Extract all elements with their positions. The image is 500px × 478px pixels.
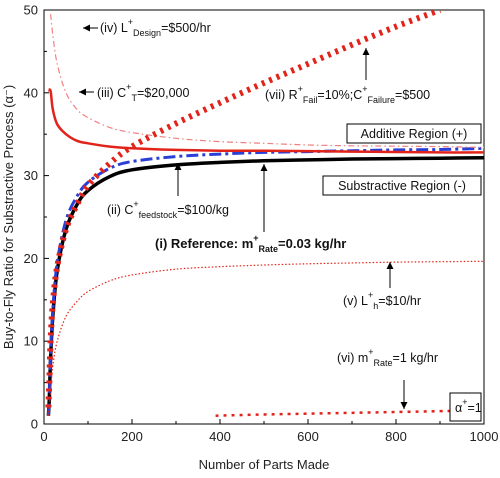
- arrow-i-head: [260, 164, 268, 171]
- subtractive-region-label: Substractive Region (-): [338, 179, 466, 193]
- x-tick-label: 200: [121, 429, 143, 444]
- series-line-vi: [215, 409, 463, 417]
- series-group: [45, 10, 484, 417]
- series-line-i: [46, 156, 484, 416]
- x-tick-label: 1000: [470, 429, 499, 444]
- y-axis-title: Buy-to-Fly Ratio for Substractive Proces…: [1, 85, 16, 349]
- series-line-iii: [47, 88, 484, 154]
- annotations: (iv) L+Design=$500/hr (iii) C+T=$20,000 (v…: [79, 17, 482, 422]
- x-tick-label: 600: [297, 429, 319, 444]
- label-i: (i) Reference: m+Rate=0.03 kg/hr: [155, 233, 346, 254]
- series-line-v: [47, 260, 484, 416]
- y-tick-label: 20: [24, 251, 38, 266]
- label-vii: (vii) R+Fail=10%;C+Failure=$500: [265, 84, 430, 105]
- series-line-vii: [45, 10, 442, 408]
- label-v: (v) L+h=$10/hr: [343, 290, 421, 311]
- arrow-ii-head: [174, 163, 182, 170]
- alpha-box: [449, 392, 482, 422]
- alpha-box-label: α+=1: [455, 397, 482, 415]
- arrow-v-head: [386, 262, 394, 269]
- additive-region-label: Additive Region (+): [361, 127, 468, 141]
- label-iv: (iv) L+Design=$500/hr: [100, 17, 211, 38]
- y-tick-label: 0: [31, 417, 38, 432]
- label-iii: (iii) C+T=$20,000: [97, 82, 189, 103]
- x-tick-label: 0: [40, 429, 47, 444]
- axes: 0 200 400 600 800 1000 0 10 20 30 40 50 Number of Pa…: [1, 3, 498, 473]
- label-vi: (vi) m+Rate=1 kg/hr: [337, 347, 438, 368]
- y-tick-label: 30: [24, 168, 38, 183]
- x-tick-label: 800: [385, 429, 407, 444]
- additive-region-box: [346, 123, 482, 144]
- y-tick-label: 40: [24, 85, 38, 100]
- subtractive-region-box: [322, 175, 482, 196]
- arrow-iii-head: [79, 88, 86, 96]
- x-axis-title: Number of Parts Made: [199, 457, 330, 472]
- arrow-iv-head: [83, 24, 90, 32]
- y-tick-label: 10: [24, 334, 38, 349]
- y-tick-label: 50: [24, 3, 38, 18]
- label-ii: (ii) C+feedstock=$100/kg: [107, 199, 229, 220]
- arrow-vii-head: [362, 48, 370, 55]
- arrow-vi-head: [400, 402, 408, 409]
- x-tick-label: 400: [209, 429, 231, 444]
